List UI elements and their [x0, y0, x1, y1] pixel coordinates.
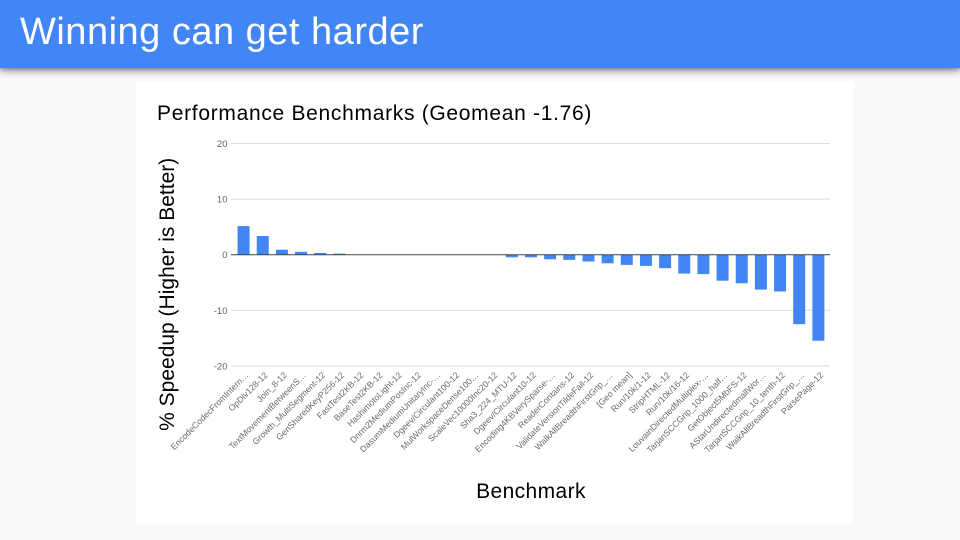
- svg-text:-10: -10: [214, 306, 228, 317]
- svg-text:% Speedup (Higher is Better): % Speedup (Higher is Better): [156, 158, 179, 431]
- svg-text:10: 10: [217, 195, 228, 206]
- svg-text:-20: -20: [214, 361, 228, 372]
- svg-text:Benchmark: Benchmark: [476, 480, 586, 503]
- svg-text:0: 0: [222, 250, 227, 261]
- svg-text:Performance Benchmarks (Geomea: Performance Benchmarks (Geomean -1.76): [157, 102, 592, 125]
- svg-text:20: 20: [217, 139, 228, 150]
